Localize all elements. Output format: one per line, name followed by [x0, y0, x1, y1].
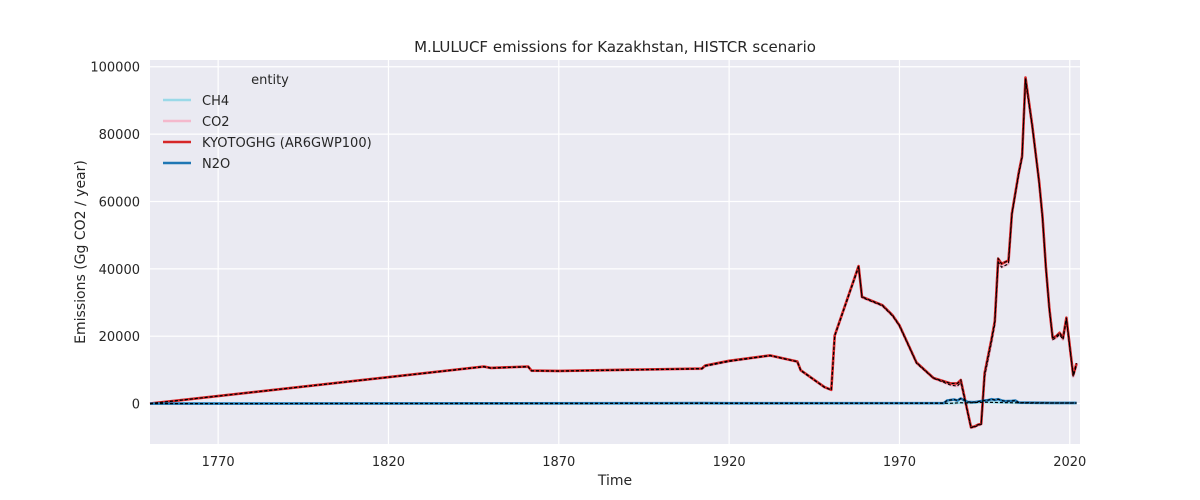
tick-labels: 1770 1820 1870 1920 1970 2020 0 20000 40000 60000… [90, 61, 1086, 470]
y-tick-label: 80000 [99, 128, 140, 143]
series-dashed-overlay-kyotoghg-ar6gwp100 [149, 77, 1078, 428]
y-tick-label: 0 [132, 398, 140, 413]
series-dashed-overlay-n2o [149, 397, 1077, 405]
legend-title: entity [251, 73, 289, 88]
legend-entry-co2: CO2 [202, 115, 230, 130]
y-axis-label: Emissions (Gg CO2 / year) [73, 160, 89, 344]
chart-title: M.LULUCF emissions for Kazakhstan, HISTC… [414, 38, 816, 56]
series-dashed-overlay-co2 [149, 80, 1078, 429]
x-tick-label: 1920 [713, 455, 746, 470]
x-axis-label: Time [597, 473, 632, 489]
y-tick-label: 40000 [99, 263, 140, 278]
y-tick-label: 60000 [99, 195, 140, 210]
x-tick-label: 1820 [372, 455, 405, 470]
x-tick-label: 1770 [202, 455, 235, 470]
x-tick-label: 1970 [883, 455, 916, 470]
x-tick-label: 1870 [542, 455, 575, 470]
legend-entry-kyotoghg-ar6gwp100: KYOTOGHG (AR6GWP100) [202, 136, 372, 151]
y-tick-label: 100000 [90, 61, 140, 76]
legend: entity CH4 CO2 KYOTOGHG (AR6GWP100) N2O [163, 73, 372, 172]
x-tick-label: 2020 [1053, 455, 1086, 470]
y-tick-label: 20000 [99, 330, 140, 345]
legend-entry-n2o: N2O [202, 157, 230, 172]
legend-entry-ch4: CH4 [202, 94, 229, 109]
series-layer [149, 76, 1078, 430]
plot-background [150, 60, 1080, 444]
